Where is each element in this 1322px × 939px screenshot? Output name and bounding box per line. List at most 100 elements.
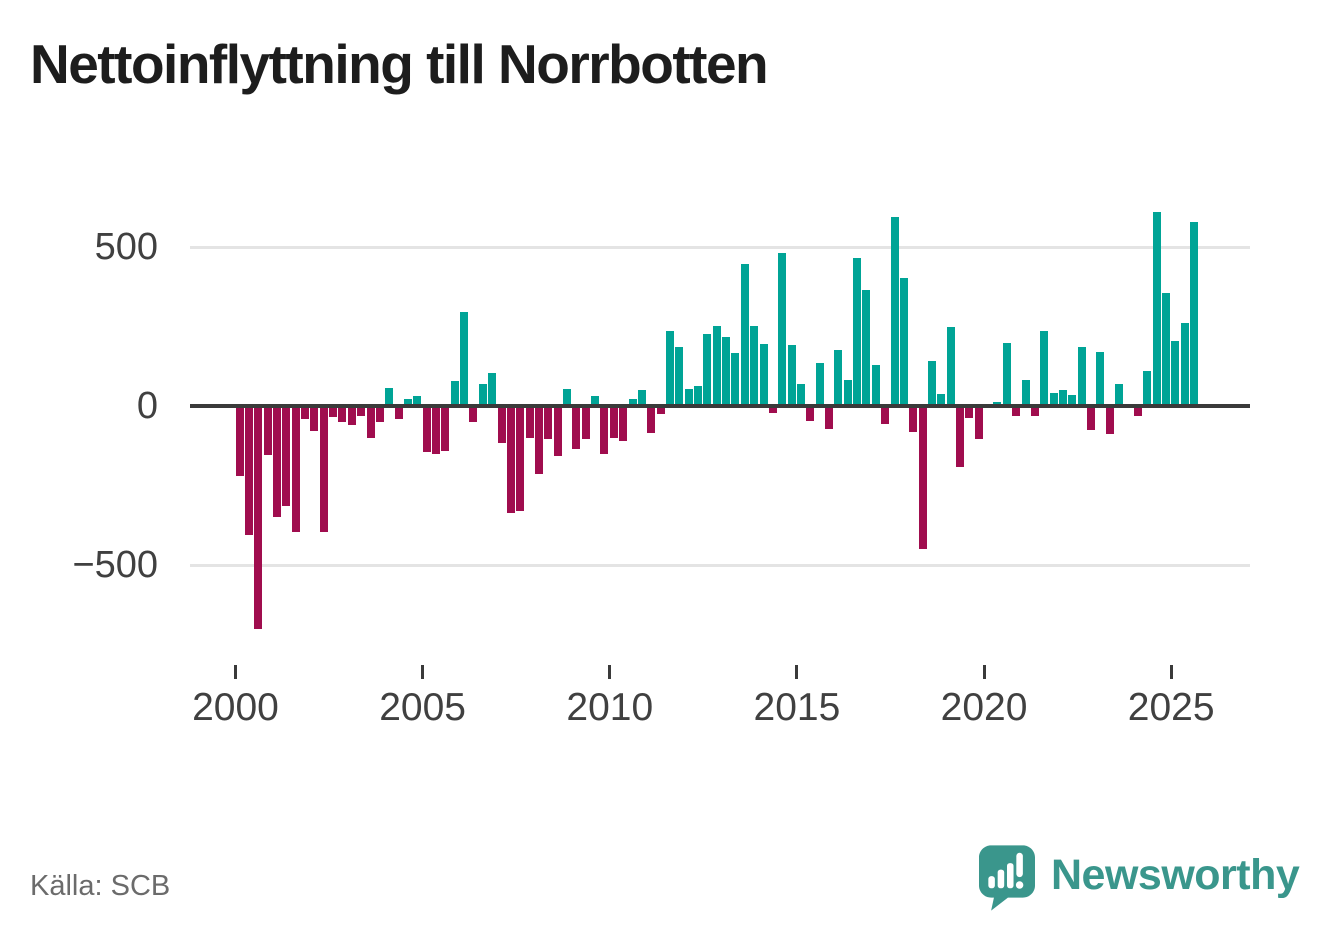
bar-2020-Q4 bbox=[1012, 406, 1021, 416]
bar-2004-Q1 bbox=[385, 388, 394, 406]
bar-2007-Q3 bbox=[516, 406, 525, 511]
bar-2018-Q1 bbox=[909, 406, 918, 432]
bar-2000-Q2 bbox=[244, 406, 253, 535]
bar-2003-Q4 bbox=[375, 406, 384, 422]
bar-2003-Q2 bbox=[357, 406, 366, 416]
bar-2015-Q4 bbox=[825, 406, 833, 429]
bar-2002-Q1 bbox=[310, 406, 319, 431]
bar-2025-Q2 bbox=[1180, 323, 1189, 406]
bar-2022-Q2 bbox=[1068, 395, 1077, 406]
bar-2024-Q2 bbox=[1143, 371, 1152, 406]
y-axis-label: 500 bbox=[94, 226, 158, 268]
bar-2004-Q2 bbox=[394, 406, 403, 419]
x-axis-label: 2000 bbox=[192, 686, 279, 729]
x-tick-2025 bbox=[1169, 665, 1173, 679]
bar-2019-Q2 bbox=[956, 406, 964, 467]
x-axis-label: 2005 bbox=[379, 686, 466, 729]
bar-2018-Q3 bbox=[927, 361, 936, 406]
bar-2021-Q3 bbox=[1040, 331, 1049, 406]
bar-2023-Q3 bbox=[1115, 384, 1124, 406]
bar-2022-Q4 bbox=[1087, 406, 1095, 430]
bar-2004-Q3 bbox=[403, 399, 412, 406]
bar-2014-Q4 bbox=[787, 345, 796, 406]
bar-2021-Q2 bbox=[1030, 406, 1039, 416]
bar-2011-Q2 bbox=[656, 406, 665, 414]
bar-2002-Q3 bbox=[329, 406, 338, 417]
bar-2014-Q3 bbox=[778, 253, 787, 406]
bar-2016-Q4 bbox=[862, 290, 871, 406]
bar-2008-Q2 bbox=[544, 406, 553, 439]
x-axis-label: 2020 bbox=[940, 686, 1028, 729]
bar-2025-Q3 bbox=[1189, 222, 1198, 406]
bar-2008-Q1 bbox=[534, 406, 543, 474]
bar-2014-Q2 bbox=[768, 406, 777, 413]
bar-2017-Q4 bbox=[899, 278, 908, 406]
bar-2021-Q1 bbox=[1021, 380, 1030, 406]
bar-2011-Q1 bbox=[647, 406, 656, 433]
bar-2023-Q2 bbox=[1105, 406, 1114, 434]
bar-2002-Q4 bbox=[338, 406, 347, 422]
x-tick-2005 bbox=[421, 665, 425, 679]
x-axis-label: 2015 bbox=[753, 686, 841, 729]
bar-2015-Q1 bbox=[796, 384, 805, 406]
y-axis-label: −500 bbox=[72, 544, 158, 586]
bar-2011-Q4 bbox=[675, 347, 684, 406]
gridline-−500 bbox=[190, 563, 1250, 567]
bar-2025-Q1 bbox=[1171, 341, 1180, 406]
bar-2017-Q3 bbox=[890, 217, 899, 406]
bar-2008-Q4 bbox=[563, 389, 571, 406]
bar-2009-Q3 bbox=[591, 396, 600, 406]
bar-2022-Q1 bbox=[1058, 390, 1067, 406]
bar-2000-Q3 bbox=[254, 406, 263, 629]
bar-2012-Q4 bbox=[712, 326, 721, 406]
bar-2022-Q3 bbox=[1077, 347, 1086, 406]
zero-axis-line bbox=[190, 404, 1250, 408]
bar-2006-Q2 bbox=[469, 406, 478, 422]
bar-2023-Q1 bbox=[1096, 352, 1105, 406]
bar-2003-Q3 bbox=[366, 406, 375, 438]
bar-2009-Q4 bbox=[600, 406, 609, 454]
x-tick-2000 bbox=[234, 665, 237, 679]
bar-2015-Q2 bbox=[806, 406, 815, 421]
bar-2024-Q1 bbox=[1133, 406, 1142, 416]
bar-2016-Q2 bbox=[843, 380, 852, 406]
bar-2010-Q3 bbox=[628, 399, 637, 406]
bar-2013-Q3 bbox=[740, 264, 749, 406]
bar-chart-speech-bubble-icon bbox=[979, 845, 1035, 911]
bar-2024-Q3 bbox=[1152, 212, 1161, 406]
bar-2014-Q1 bbox=[759, 344, 768, 406]
bar-2005-Q2 bbox=[432, 406, 440, 454]
bar-2012-Q2 bbox=[694, 386, 702, 406]
bar-2006-Q3 bbox=[478, 384, 487, 406]
x-tick-2020 bbox=[982, 665, 986, 679]
brand-name: Newsworthy bbox=[1051, 851, 1300, 899]
bar-2007-Q1 bbox=[497, 406, 506, 443]
bar-2012-Q1 bbox=[684, 389, 693, 406]
bar-2021-Q4 bbox=[1049, 393, 1058, 406]
x-axis-label: 2010 bbox=[566, 686, 654, 729]
bar-2005-Q4 bbox=[450, 381, 459, 406]
bar-2007-Q2 bbox=[506, 406, 515, 513]
bar-2001-Q3 bbox=[291, 406, 300, 532]
y-axis-label: 0 bbox=[136, 385, 158, 427]
bar-2003-Q1 bbox=[347, 406, 356, 425]
x-tick-2015 bbox=[795, 665, 799, 679]
newsworthy-logo[interactable]: Newsworthy bbox=[979, 845, 1300, 915]
bar-2018-Q4 bbox=[937, 394, 946, 406]
bar-2010-Q1 bbox=[609, 406, 618, 438]
bar-2008-Q3 bbox=[553, 406, 562, 456]
bar-2005-Q3 bbox=[441, 406, 450, 451]
bar-2000-Q4 bbox=[263, 406, 272, 455]
bar-2017-Q2 bbox=[881, 406, 890, 424]
bar-2009-Q1 bbox=[572, 406, 581, 449]
bar-2001-Q2 bbox=[282, 406, 291, 506]
bar-2019-Q3 bbox=[965, 406, 974, 418]
bar-2016-Q3 bbox=[853, 258, 862, 406]
bar-2006-Q4 bbox=[488, 373, 497, 406]
bar-2005-Q1 bbox=[422, 406, 431, 452]
gridline-500 bbox=[190, 245, 1250, 249]
bar-2024-Q4 bbox=[1161, 293, 1170, 406]
bar-2018-Q2 bbox=[918, 406, 927, 549]
bar-2019-Q1 bbox=[946, 327, 955, 406]
bar-2009-Q2 bbox=[581, 406, 590, 439]
